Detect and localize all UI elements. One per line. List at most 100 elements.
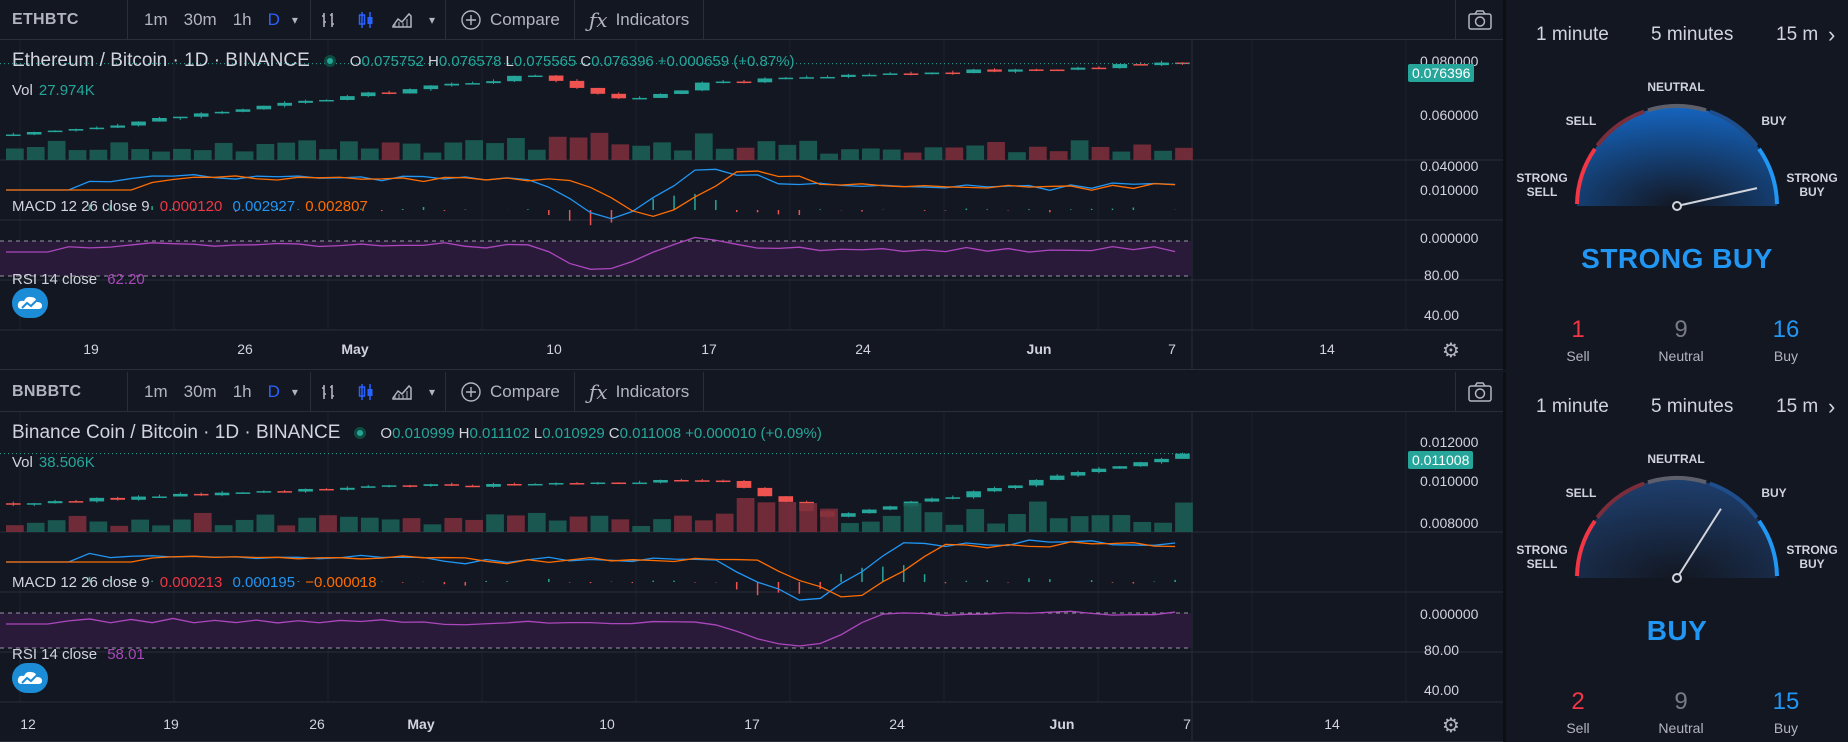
- candle-body: [47, 501, 63, 504]
- area-chart-icon[interactable]: [389, 7, 415, 33]
- area-chart-icon[interactable]: [389, 379, 415, 405]
- ohlc-close: 0.076396: [591, 52, 654, 70]
- macd-signal-line: [6, 541, 1176, 598]
- interval-1h[interactable]: 1h: [232, 9, 252, 29]
- camera-icon[interactable]: [1455, 372, 1503, 412]
- volume-bar: [548, 136, 567, 160]
- volume-bar: [632, 145, 651, 160]
- interval-d[interactable]: D: [267, 9, 280, 29]
- volume-bar: [26, 522, 45, 532]
- candle-body: [298, 100, 313, 103]
- symbol-search[interactable]: ETHBTC: [0, 0, 128, 40]
- settings-gear-icon[interactable]: ⚙: [1442, 340, 1460, 362]
- candle-body: [193, 493, 209, 496]
- candle-body: [757, 78, 773, 83]
- volume-bar: [841, 523, 859, 532]
- candle-body: [1133, 64, 1148, 66]
- candle-body: [381, 92, 397, 94]
- rsi-legend: RSI 14 close 58.01: [12, 646, 145, 663]
- chart-panel-ethbtc[interactable]: ETHBTC 1m 30m 1h D ▾ ▾ Compare ƒx I: [0, 0, 1503, 370]
- candle-body: [590, 482, 606, 485]
- compare-button[interactable]: Compare: [446, 371, 575, 412]
- volume-bar: [590, 515, 609, 532]
- chart-toolbar: BNBBTC 1m 30m 1h D ▾ ▾ Compare ƒx I: [0, 371, 1503, 412]
- tab-1-minute[interactable]: 1 minute: [1536, 396, 1609, 417]
- chart-panel-bnbbtc[interactable]: BNBBTC 1m 30m 1h D ▾ ▾ Compare ƒx I: [0, 371, 1503, 742]
- ohlc-values: O0.010999 H0.011102 L0.010929 C0.011008 …: [380, 424, 822, 442]
- macd-legend: MACD 12 26 close 9 0.000213 0.000195 −0.…: [12, 574, 377, 591]
- volume-bar: [632, 525, 651, 532]
- neutral-count: 9 Neutral: [1658, 688, 1704, 736]
- chevron-down-icon[interactable]: ▾: [291, 12, 298, 27]
- candle-body: [987, 488, 1002, 492]
- volume-bar: [569, 516, 588, 532]
- volume-bar: [1154, 522, 1172, 532]
- volume-bar: [715, 513, 734, 532]
- gauge: [1575, 104, 1779, 211]
- interval-30m[interactable]: 30m: [183, 381, 217, 401]
- chevron-down-icon[interactable]: ▾: [428, 384, 435, 399]
- interval-1m[interactable]: 1m: [144, 381, 168, 401]
- gauge-label-strong-sell: STRONG SELL: [1516, 543, 1568, 571]
- macd-hist-value: −0.000018: [305, 574, 377, 591]
- candle-body: [6, 134, 21, 137]
- chevron-right-icon[interactable]: ›: [1828, 394, 1836, 419]
- tab-5-minutes[interactable]: 5 minutes: [1651, 396, 1734, 417]
- volume-bar: [924, 512, 943, 532]
- candlestick-icon[interactable]: [353, 379, 379, 405]
- time-axis-label: 14: [1319, 341, 1335, 357]
- chevron-down-icon[interactable]: ▾: [428, 12, 435, 27]
- price-chart-canvas[interactable]: [0, 40, 1503, 370]
- rsi-legend: RSI 14 close 62.20: [12, 271, 145, 288]
- interval-1m[interactable]: 1m: [144, 9, 168, 29]
- settings-gear-icon[interactable]: ⚙: [1442, 715, 1460, 737]
- volume-bar: [465, 519, 484, 532]
- symbol-search[interactable]: BNBBTC: [0, 371, 128, 412]
- candlestick-icon[interactable]: [353, 7, 379, 33]
- volume-label: Vol: [12, 82, 33, 99]
- tab-15-minutes[interactable]: 15 m: [1776, 24, 1819, 45]
- chevron-down-icon[interactable]: ▾: [291, 384, 298, 399]
- interval-1h[interactable]: 1h: [232, 381, 252, 401]
- volume-bar: [1133, 144, 1152, 160]
- tab-1-minute[interactable]: 1 minute: [1536, 24, 1609, 45]
- volume-bar: [1154, 150, 1172, 160]
- candle-body: [235, 109, 251, 112]
- candle-body: [152, 496, 167, 498]
- rsi-label: RSI 14 close: [12, 271, 98, 288]
- candle-body: [110, 497, 125, 500]
- candle-body: [152, 117, 167, 122]
- bar-chart-icon[interactable]: [317, 379, 343, 405]
- price-axis-label: 0.008000: [1420, 515, 1479, 531]
- interval-30m[interactable]: 30m: [183, 9, 217, 29]
- volume-bar: [778, 144, 797, 160]
- indicators-button[interactable]: ƒx Indicators: [575, 371, 705, 412]
- compare-button[interactable]: Compare: [446, 0, 575, 40]
- time-axis-label: Jun: [1026, 341, 1052, 357]
- time-axis-label: 19: [163, 716, 179, 732]
- camera-icon[interactable]: [1455, 0, 1503, 40]
- volume-bar: [68, 515, 87, 532]
- cloud-icon[interactable]: [12, 663, 48, 693]
- price-chart-canvas[interactable]: [0, 412, 1503, 742]
- rsi-line: [6, 610, 1176, 647]
- candle-body: [402, 485, 418, 487]
- time-axis-label: 17: [701, 341, 717, 357]
- candle-body: [319, 99, 334, 102]
- candle-body: [381, 485, 397, 487]
- candle-body: [1008, 69, 1023, 72]
- volume-bar: [694, 133, 713, 160]
- tab-15-minutes[interactable]: 15 m: [1776, 396, 1819, 417]
- volume-bar: [1112, 515, 1131, 532]
- volume-bar: [444, 517, 463, 532]
- candle-body: [1154, 62, 1169, 66]
- volume-bar: [1008, 152, 1026, 160]
- cloud-icon[interactable]: [12, 288, 48, 318]
- chevron-right-icon[interactable]: ›: [1828, 22, 1836, 47]
- indicators-button[interactable]: ƒx Indicators: [575, 0, 705, 40]
- gauge-label-sell: SELL: [1565, 114, 1597, 128]
- volume-bar: [903, 152, 922, 160]
- tab-5-minutes[interactable]: 5 minutes: [1651, 24, 1734, 45]
- interval-d[interactable]: D: [267, 381, 280, 401]
- bar-chart-icon[interactable]: [317, 7, 343, 33]
